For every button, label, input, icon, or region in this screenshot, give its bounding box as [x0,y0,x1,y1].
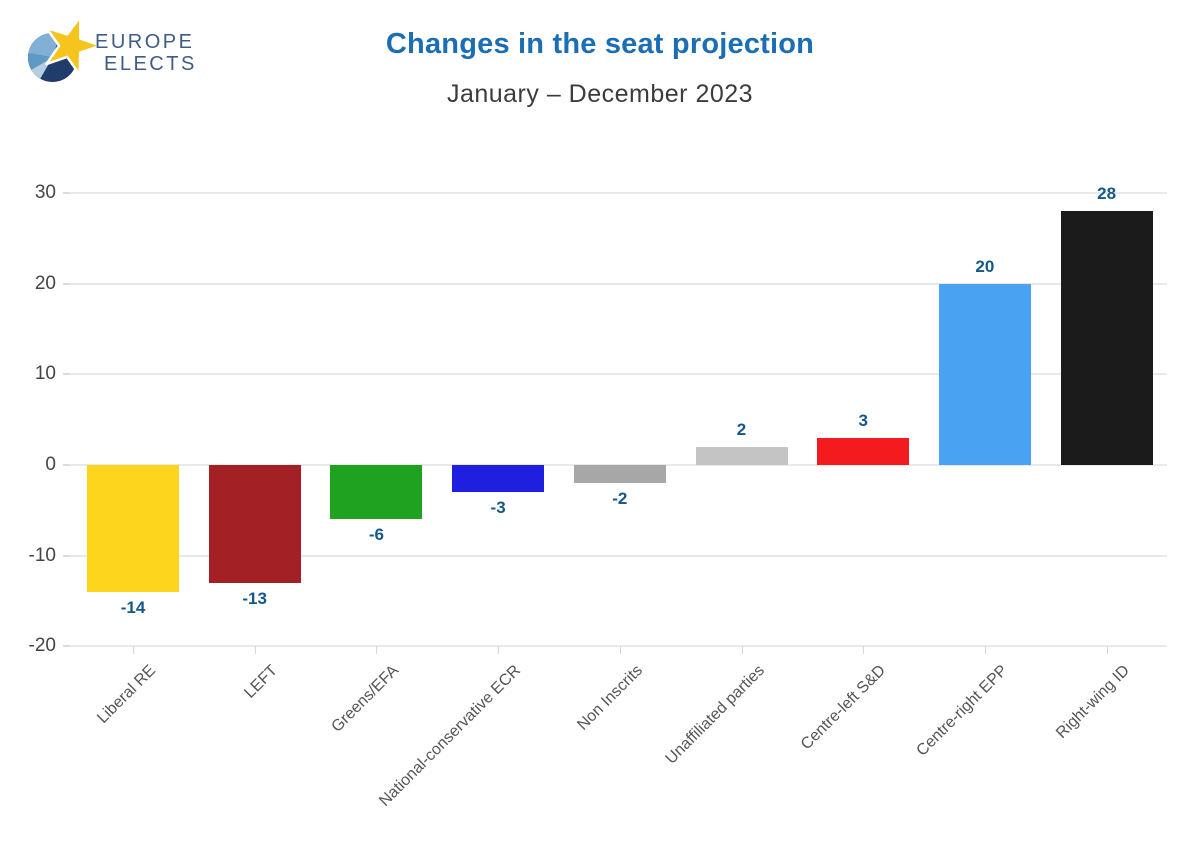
x-axis-tick [1106,646,1108,654]
bar-greens-efa [330,465,423,520]
x-axis-tick [254,646,256,654]
y-axis-tick-label: 20 [34,272,56,294]
y-axis-tick [63,282,70,285]
chart-subtitle: January – December 2023 [446,80,754,108]
gridline [70,645,1167,648]
bar-non-inscrits [573,465,666,484]
x-category-label: National-conservative ECR [376,662,525,810]
bar-centre-right-epp [938,283,1031,465]
x-category-label: Liberal RE [94,662,160,727]
bar-value-label: -2 [612,489,628,509]
bar-right-wing-id [1060,211,1153,465]
y-axis-tick-label: 30 [34,181,56,203]
bar-liberal-re [87,465,179,592]
gridline [70,282,1167,285]
x-category-label: Greens/EFA [328,662,403,736]
y-axis-tick [63,464,70,466]
x-axis-tick [376,646,378,654]
x-category-label: Centre-right EPP [913,662,1011,760]
logo-pie-star-icon [28,15,103,82]
x-category-label: Centre-left S&D [797,662,890,754]
bar-value-label: 28 [1097,184,1117,204]
bar-value-label: -13 [242,588,267,608]
x-axis-tick [498,646,500,654]
x-category-label: Right-wing ID [1052,662,1133,742]
x-axis-tick [619,646,621,654]
y-axis-tick-label: 0 [45,454,56,475]
y-axis-tick-label: -20 [28,635,56,657]
europe-elects-logo: EUROPE ELECTS [0,0,220,110]
bar-value-label: -14 [120,597,146,617]
bar-left [208,465,301,583]
x-axis-tick [741,646,743,654]
x-category-label: Non Inscrits [574,662,646,734]
x-category-label: LEFT [241,662,281,702]
chart-title: Changes in the seat projection [385,28,815,60]
y-axis-tick-label: 10 [34,363,56,385]
x-axis-tick [133,646,134,654]
gridline [70,373,1167,376]
bar-unaffiliated-parties [695,446,788,465]
gridline [70,191,1167,194]
y-axis-tick-label: -10 [28,544,56,566]
x-axis-tick [863,646,865,654]
bar-national-conservative-ecr [452,465,545,493]
bar-centre-left-s-d [817,437,910,465]
y-axis-tick [63,645,70,648]
bar-value-label: 3 [858,410,868,430]
y-axis-tick [63,373,70,376]
x-axis-tick [984,646,986,654]
x-category-label: Unaffiliated parties [661,662,768,768]
y-axis-tick [63,554,70,557]
logo-text-europe: EUROPE [95,31,195,53]
bar-value-label: -6 [368,525,384,545]
bar-value-label: -3 [490,498,506,518]
gridline [70,554,1167,557]
bar-value-label: 20 [975,256,995,276]
logo-text-elects: ELECTS [104,53,197,75]
bar-value-label: 2 [736,419,747,439]
y-axis-tick [63,191,70,194]
